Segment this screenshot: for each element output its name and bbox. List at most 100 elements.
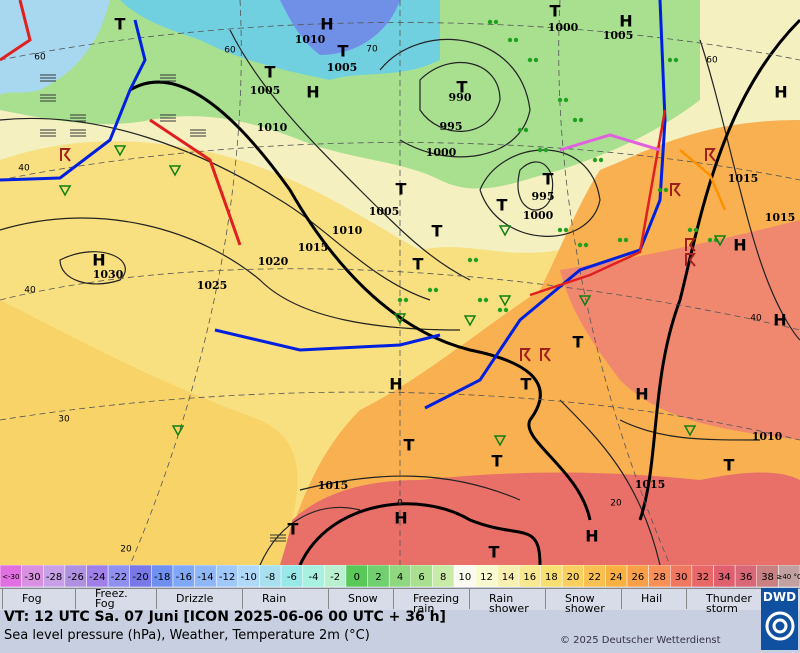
isobars bbox=[0, 29, 800, 566]
grid-label: 20 bbox=[120, 545, 132, 555]
rain-symbol bbox=[487, 19, 493, 25]
scale-label: 36 bbox=[740, 572, 753, 583]
grid-label: 20 bbox=[610, 499, 622, 509]
legend-divider bbox=[75, 588, 76, 609]
rain-symbol bbox=[563, 97, 569, 103]
scale-label: 26 bbox=[631, 572, 644, 583]
rain-symbol bbox=[663, 187, 669, 193]
rain-symbol bbox=[467, 257, 473, 263]
very-cold-zone bbox=[280, 0, 400, 55]
grid-label: 40 bbox=[18, 164, 30, 174]
pressure-center: H bbox=[773, 311, 786, 330]
grid-label: 70 bbox=[366, 45, 378, 55]
rain-symbol bbox=[657, 187, 663, 193]
legend-divider bbox=[686, 588, 687, 609]
shower-symbol bbox=[168, 165, 182, 177]
rain-symbol bbox=[403, 297, 409, 303]
thunder-symbol bbox=[540, 348, 551, 362]
warm-front bbox=[529, 109, 667, 297]
grid-label: 30 bbox=[58, 415, 70, 425]
isobar-label: 1020 bbox=[258, 255, 289, 268]
graticule bbox=[0, 0, 800, 566]
rain-symbol bbox=[537, 147, 543, 153]
legend-entry: Freezing rain bbox=[413, 592, 460, 615]
scale-label: 24 bbox=[610, 572, 623, 583]
rain-symbol bbox=[572, 117, 578, 123]
pressure-center: T bbox=[338, 42, 349, 61]
grid-label: 0 bbox=[397, 499, 403, 509]
logo-icon bbox=[765, 611, 794, 641]
rain-symbol bbox=[543, 147, 549, 153]
pressure-center: H bbox=[733, 236, 746, 255]
isobar-label: 1015 bbox=[728, 172, 759, 185]
scale-label: -4 bbox=[309, 572, 319, 583]
pressure-center: T bbox=[457, 78, 468, 97]
pressure-center: T bbox=[573, 333, 584, 352]
rain-symbol bbox=[707, 237, 713, 243]
thunder-symbol bbox=[670, 183, 681, 197]
temperature-scale: <-30 -30 -28 -26 -24 -22 -20 -18 -16 -14 -12 -10 -8-… bbox=[0, 565, 800, 587]
grid-label: 40 bbox=[750, 314, 762, 324]
scale-label: 30 bbox=[675, 572, 688, 583]
legend-entry: Freez. Fog bbox=[95, 587, 128, 610]
isobar-label: 1015 bbox=[765, 211, 796, 224]
scale-label: -14 bbox=[197, 572, 213, 583]
scale-label: -16 bbox=[176, 572, 192, 583]
isobar-label: 1010 bbox=[257, 121, 288, 134]
scale-label: -30 bbox=[24, 572, 40, 583]
grid-label: 40 bbox=[24, 286, 36, 296]
pressure-center: T bbox=[413, 255, 424, 274]
rain-symbol bbox=[483, 297, 489, 303]
scale-label: 28 bbox=[653, 572, 666, 583]
shower-symbol bbox=[113, 145, 127, 157]
scale-label: 22 bbox=[588, 572, 601, 583]
pressure-center: T bbox=[115, 15, 126, 34]
scale-label: -10 bbox=[240, 572, 256, 583]
legend-divider bbox=[393, 588, 394, 609]
rain-symbol bbox=[617, 237, 623, 243]
isobar-label: 1005 bbox=[327, 61, 358, 74]
pressure-center: T bbox=[489, 543, 500, 562]
scale-label: 16 bbox=[523, 572, 536, 583]
legend-divider bbox=[328, 588, 329, 609]
rain-symbol bbox=[507, 37, 513, 43]
scale-label: 12 bbox=[480, 572, 493, 583]
legend-divider bbox=[242, 588, 243, 609]
isobar-label: 1010 bbox=[295, 33, 326, 46]
scale-label: ≥40 °C bbox=[776, 573, 800, 581]
valid-time: VT: 12 UTC Sa. 07 Juni [ICON 2025-06-06 … bbox=[4, 609, 446, 625]
legend-entry: Snow shower bbox=[565, 592, 605, 615]
pressure-center: T bbox=[432, 222, 443, 241]
pressure-center: T bbox=[492, 452, 503, 471]
subtropic-zone bbox=[0, 300, 298, 565]
rain-symbol bbox=[583, 242, 589, 248]
cold-front bbox=[214, 328, 441, 352]
grid-label: 60 bbox=[34, 53, 46, 63]
isobar-label: 1005 bbox=[603, 29, 634, 42]
rain-symbol bbox=[687, 227, 693, 233]
scale-label: -18 bbox=[154, 572, 170, 583]
rain-symbol bbox=[557, 227, 563, 233]
rain-symbol bbox=[578, 117, 584, 123]
thunder-symbol bbox=[520, 348, 531, 362]
scale-label: <-30 bbox=[2, 573, 19, 581]
legend-entry: Rain shower bbox=[489, 592, 529, 615]
scale-label: 38 bbox=[761, 572, 774, 583]
cold-zone-west bbox=[0, 0, 110, 95]
scale-label: 6 bbox=[418, 572, 424, 583]
green-zone bbox=[0, 0, 700, 189]
scale-label: 34 bbox=[718, 572, 731, 583]
scale-label: 4 bbox=[397, 572, 403, 583]
pressure-center: T bbox=[288, 520, 299, 539]
rain-symbol bbox=[523, 127, 529, 133]
pressure-center: H bbox=[585, 527, 598, 546]
rain-symbol bbox=[473, 257, 479, 263]
rain-symbol bbox=[598, 157, 604, 163]
isobar-label: 1000 bbox=[426, 146, 457, 159]
scale-label: -6 bbox=[287, 572, 297, 583]
pressure-center: T bbox=[265, 63, 276, 82]
grid-label: 60 bbox=[706, 56, 718, 66]
scale-label: -22 bbox=[111, 572, 127, 583]
thunder-symbol bbox=[60, 148, 71, 162]
warm-front bbox=[0, 0, 32, 62]
